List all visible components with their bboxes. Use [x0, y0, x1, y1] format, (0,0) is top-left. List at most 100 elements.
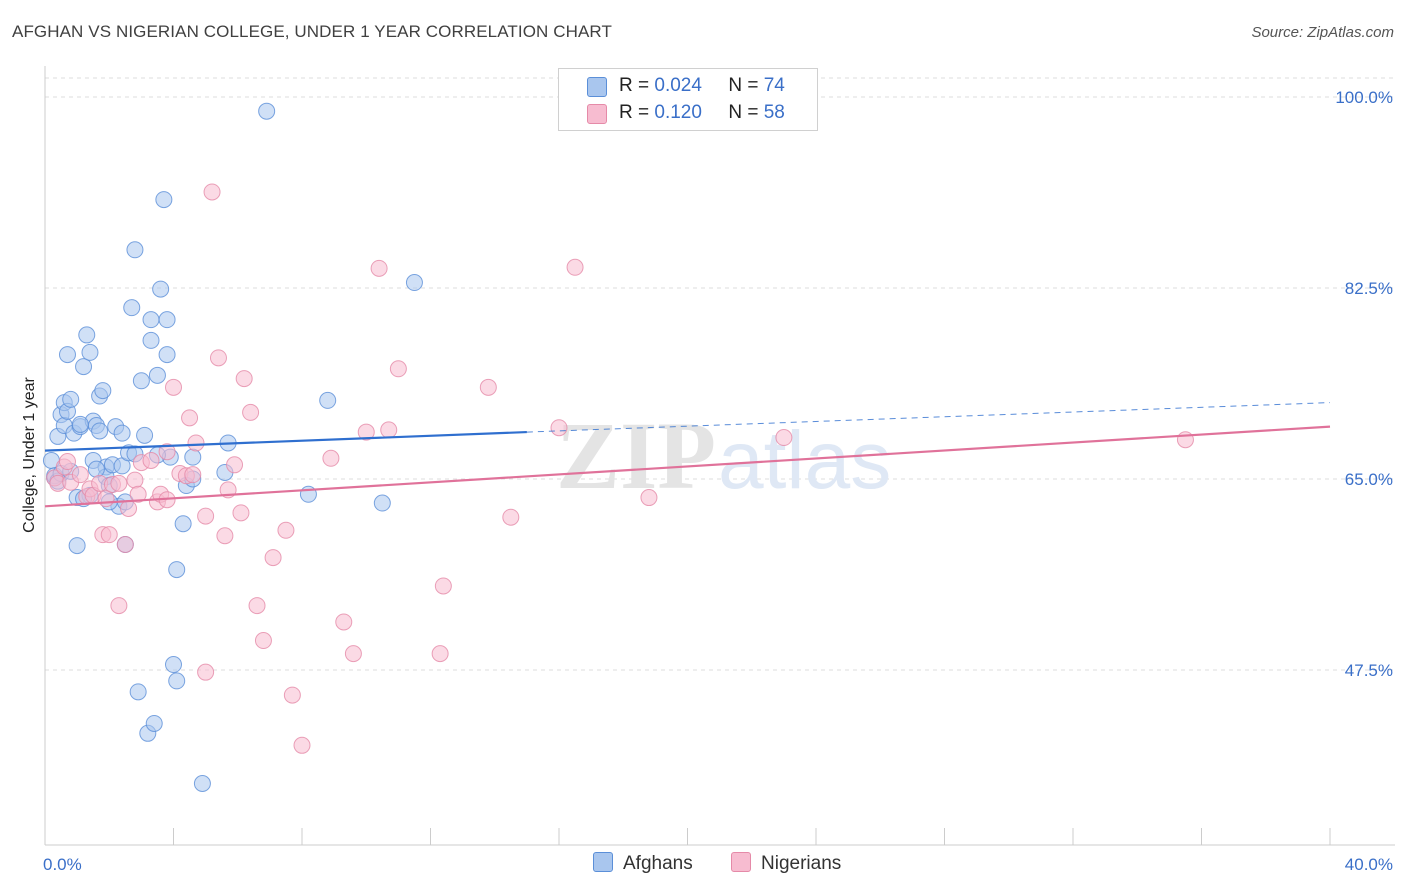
data-point [335, 613, 353, 631]
data-point [62, 390, 80, 408]
data-point [479, 378, 497, 396]
data-point [293, 736, 311, 754]
data-point [155, 191, 173, 209]
data-point [78, 326, 96, 344]
data-point [226, 456, 244, 474]
data-point [197, 663, 215, 681]
data-point [120, 499, 138, 517]
data-point [58, 346, 76, 364]
x-tick-label-min: 0.0% [43, 855, 82, 874]
legend-n-label: N = [728, 102, 759, 123]
data-point [75, 358, 93, 376]
legend-r-value-afghans: 0.024 [654, 75, 702, 96]
data-point [502, 508, 520, 526]
data-point [434, 577, 452, 595]
data-point [165, 656, 182, 674]
bottom-legend-afghans: Afghans [593, 852, 693, 875]
data-point [640, 489, 658, 507]
data-point [158, 346, 176, 364]
trend-line-nigerians [44, 425, 1331, 508]
data-point [242, 403, 260, 421]
data-point [91, 422, 109, 440]
data-point [113, 424, 131, 442]
data-point [71, 415, 89, 433]
data-point [277, 521, 295, 539]
watermark: ZIP atlas [556, 402, 891, 509]
data-point [264, 549, 282, 567]
data-point [193, 775, 211, 793]
data-point [187, 434, 205, 452]
data-point [254, 632, 272, 650]
watermark-zip: ZIP [556, 402, 716, 509]
data-point [283, 686, 301, 704]
data-point [136, 426, 154, 444]
data-point [550, 419, 568, 437]
data-point [248, 597, 266, 615]
data-point [1176, 431, 1194, 449]
data-point [145, 714, 163, 732]
bottom-legend-swatch-nigerians [731, 852, 751, 872]
legend-n-value-afghans: 74 [763, 75, 785, 96]
data-point [158, 311, 176, 329]
data-point [344, 645, 362, 663]
stats-legend: R = 0.024 N = 74 R = 0.120 N = 58 [558, 68, 818, 131]
data-point [319, 391, 337, 409]
data-point [389, 360, 407, 378]
data-point [100, 526, 118, 544]
bottom-legend-nigerians: Nigerians [731, 852, 841, 875]
bottom-legend-label-nigerians: Nigerians [761, 853, 842, 874]
trend-lines [44, 402, 1331, 508]
legend-swatch-nigerians [587, 104, 607, 124]
trend-line-afghans [44, 430, 527, 452]
data-point [197, 507, 215, 525]
data-point [87, 460, 105, 478]
data-point [566, 258, 584, 276]
y-tick-label: 65.0% [1345, 470, 1393, 489]
y-tick-label: 82.5% [1345, 279, 1393, 298]
legend-r-value-nigerians: 0.120 [654, 102, 702, 123]
data-point [322, 449, 340, 467]
bottom-legend-label-afghans: Afghans [623, 853, 693, 874]
data-point [116, 535, 134, 553]
data-point [235, 370, 253, 388]
bottom-legend-swatch-afghans [593, 852, 613, 872]
y-tick-label: 47.5% [1345, 661, 1393, 680]
data-point [142, 451, 160, 469]
data-point [380, 421, 398, 439]
legend-r-label: R = [619, 102, 650, 123]
data-point [431, 645, 449, 663]
data-point [68, 537, 86, 555]
data-point [123, 299, 141, 317]
data-point [775, 429, 793, 447]
data-point [168, 672, 186, 690]
trend-extension-afghans [526, 402, 1331, 433]
data-points [42, 102, 1194, 793]
legend-swatch-afghans [587, 77, 607, 97]
data-point [373, 494, 391, 512]
series-afghans [42, 102, 423, 793]
data-point [158, 443, 176, 461]
data-point [370, 259, 388, 277]
y-axis-label: College, Under 1 year [21, 377, 38, 533]
data-point [126, 241, 144, 259]
data-point [184, 448, 202, 466]
data-point [168, 561, 186, 579]
data-point [97, 490, 115, 508]
data-point [184, 466, 202, 484]
data-point [216, 527, 234, 545]
data-point [142, 311, 160, 329]
data-point [405, 274, 423, 292]
data-point [232, 504, 250, 522]
axes [44, 66, 1395, 846]
data-point [126, 471, 144, 489]
data-point [209, 349, 227, 367]
data-point [129, 683, 147, 701]
data-point [71, 466, 89, 484]
data-point [110, 474, 128, 492]
x-tick-label-max: 40.0% [1345, 855, 1393, 874]
data-point [258, 102, 276, 120]
data-point [181, 409, 199, 427]
watermark-atlas: atlas [718, 415, 891, 506]
data-point [357, 423, 375, 441]
